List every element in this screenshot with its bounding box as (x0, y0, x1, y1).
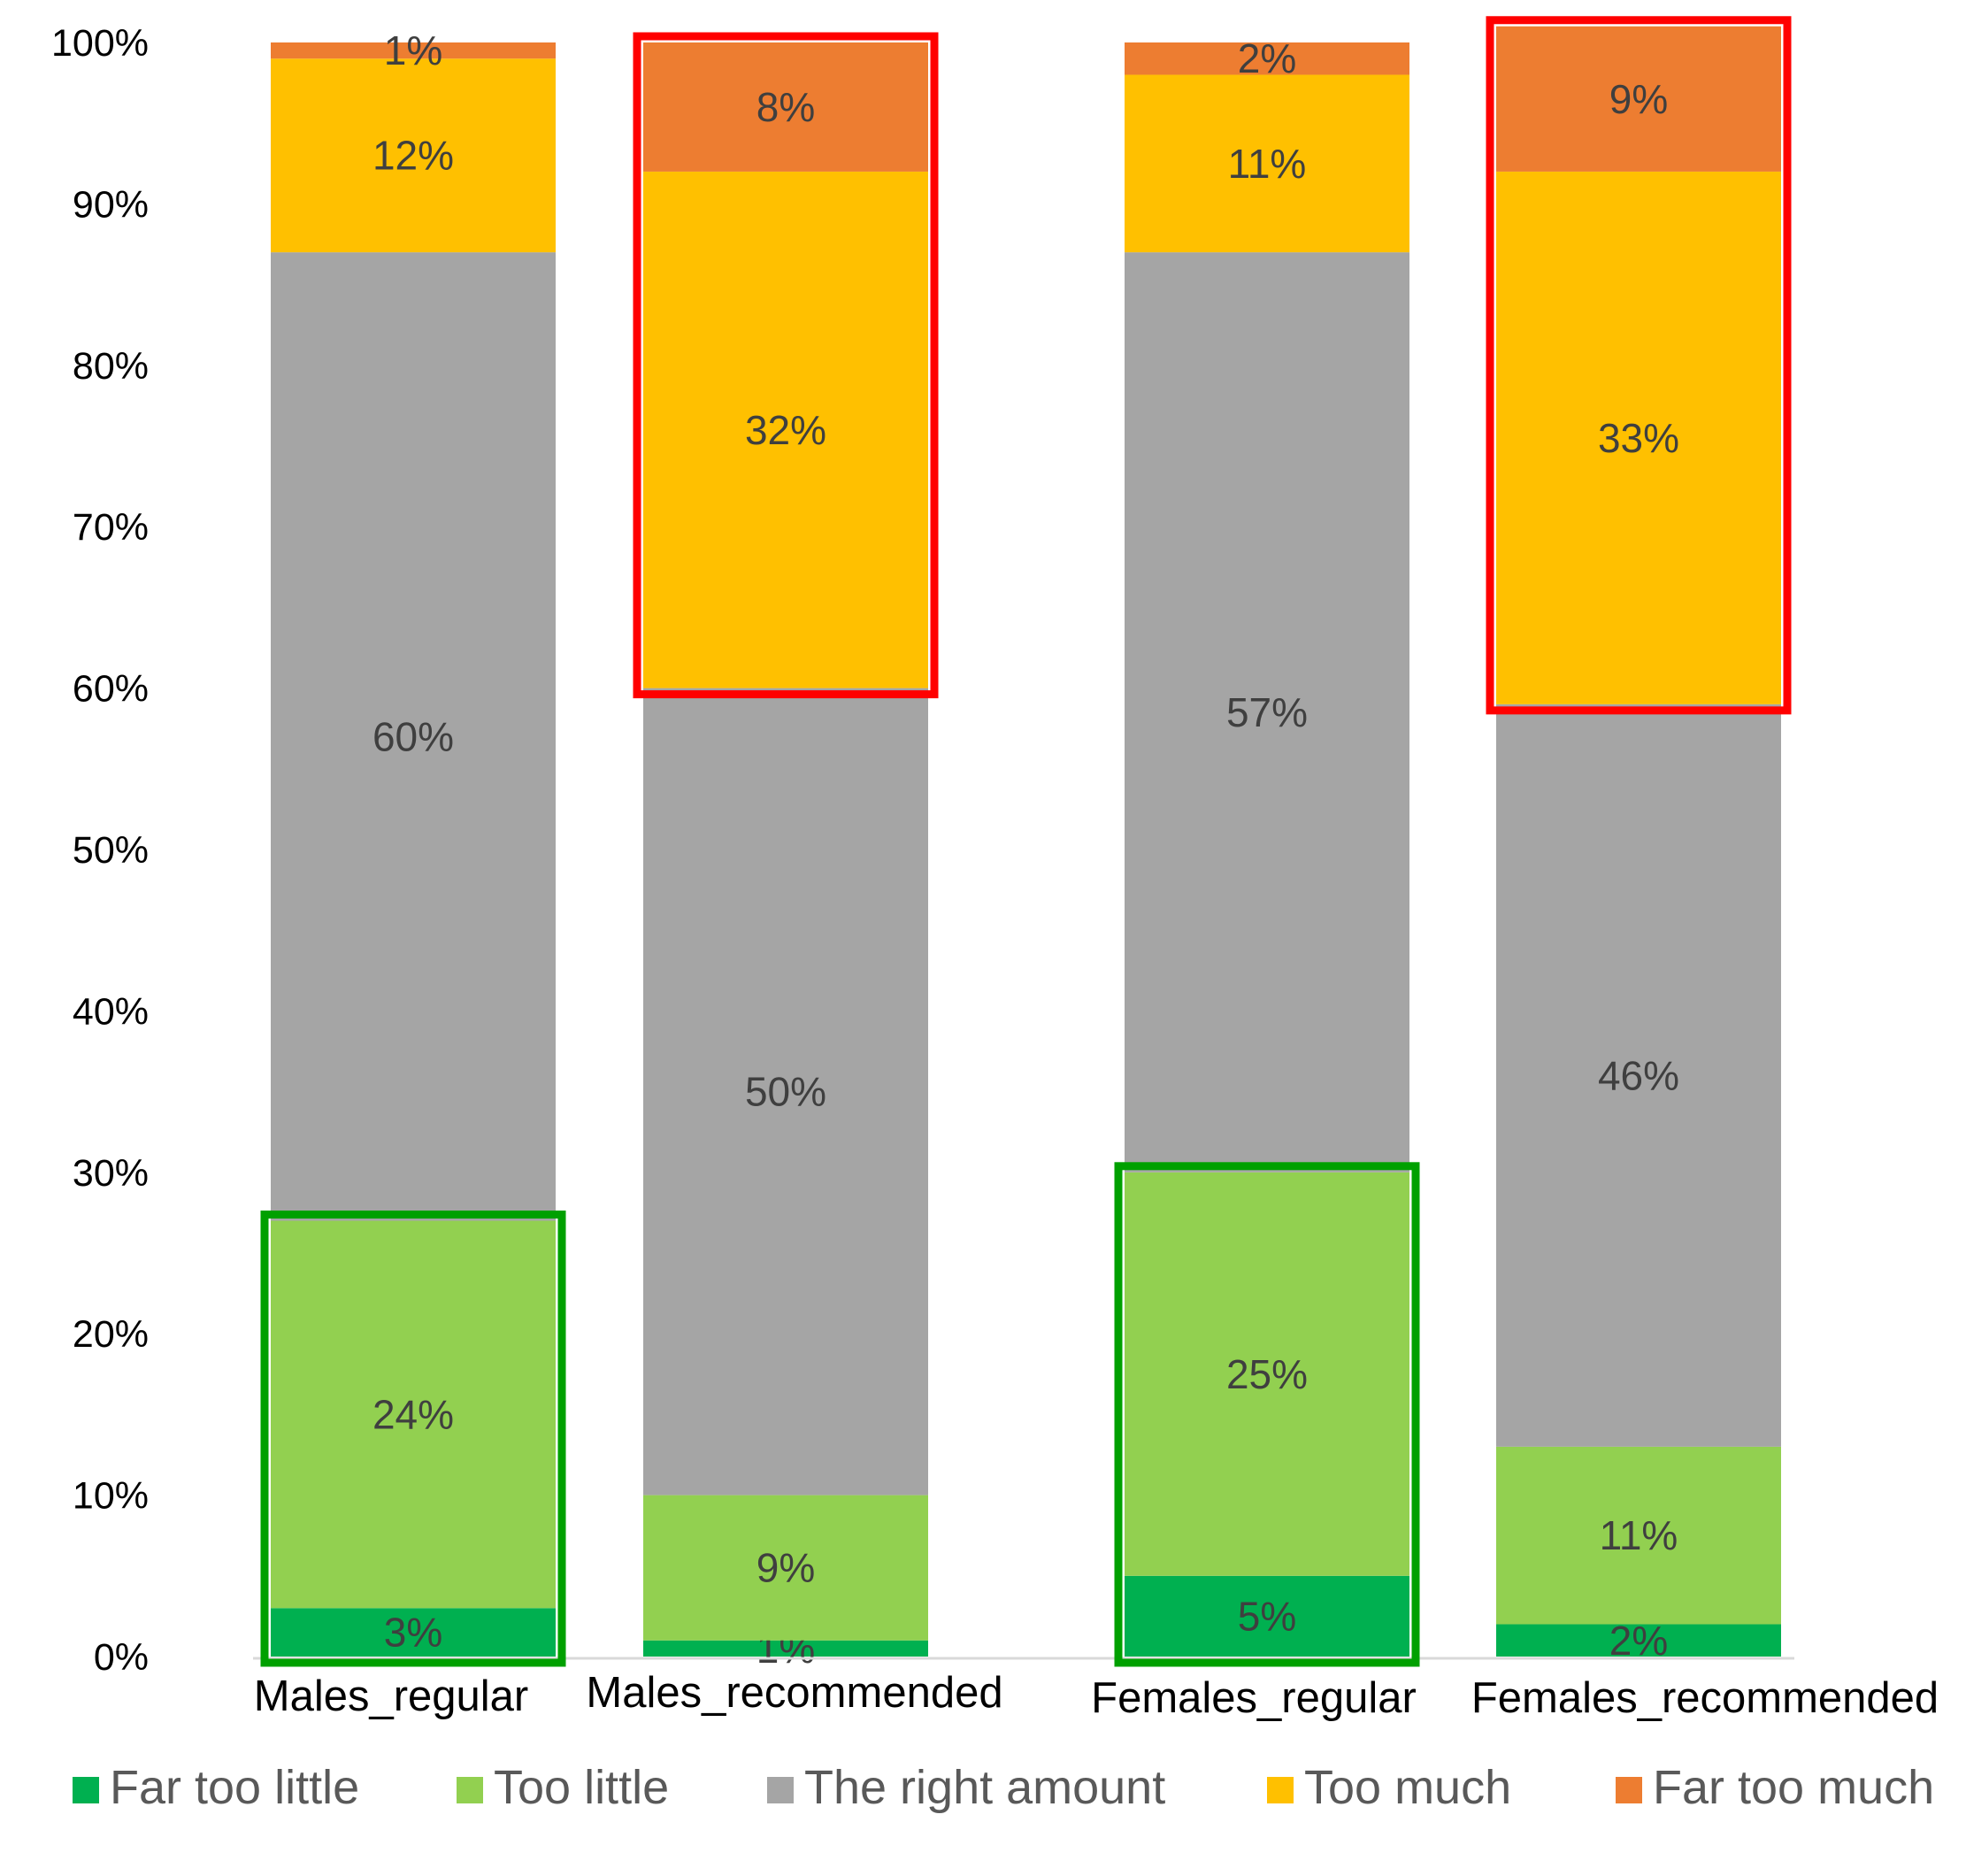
legend-swatch (457, 1777, 483, 1803)
legend-swatch (1616, 1777, 1642, 1803)
y-tick-label: 60% (73, 668, 149, 711)
data-label: 3% (384, 1610, 442, 1656)
data-label: 12% (372, 133, 454, 179)
y-tick-label: 10% (73, 1475, 149, 1518)
category-label: Males_regular (254, 1672, 529, 1720)
data-label: 32% (745, 407, 826, 453)
y-tick-label: 30% (73, 1152, 149, 1195)
bar-segment (1496, 171, 1781, 704)
bar-segment (1496, 26, 1781, 172)
bar-segment (271, 42, 556, 59)
bar-segment (271, 58, 556, 253)
legend-item: Far too much (1616, 1761, 1934, 1814)
bar-segment (1125, 1575, 1409, 1657)
x-axis: Males_regular Males_recommended Females_re… (254, 1669, 1939, 1722)
data-label: 50% (745, 1069, 826, 1115)
bars: 3%24%60%12%1%1%9%50%32%8%5%25%57%11%2%2%… (271, 26, 1781, 1672)
y-tick-label: 50% (73, 829, 149, 872)
legend-label: Too little (494, 1761, 669, 1814)
data-label: 11% (1600, 1512, 1678, 1558)
data-label: 8% (756, 84, 815, 130)
bar-segment (1125, 42, 1409, 75)
legend-item: Too little (457, 1761, 669, 1814)
data-label: 1% (384, 27, 442, 73)
y-tick-label: 100% (51, 22, 149, 65)
y-axis: 0% 10% 20% 30% 40% 50% 60% 70% 80% 90% 100% (51, 22, 149, 1679)
y-tick-label: 0% (94, 1636, 149, 1679)
highlight-box (1486, 16, 1792, 715)
data-label: 57% (1226, 689, 1308, 735)
legend-item: Too much (1267, 1761, 1511, 1814)
bar-segment (271, 252, 556, 1221)
bar-segment (643, 1640, 928, 1657)
bar-segment (643, 171, 928, 688)
category-label: Females_regular (1091, 1674, 1417, 1722)
bar-segment (1496, 1446, 1781, 1625)
bar-segment (1496, 704, 1781, 1447)
legend-swatch (73, 1777, 99, 1803)
highlight-box (1114, 1162, 1420, 1667)
highlight-box (260, 1211, 566, 1667)
bar-segment (271, 1608, 556, 1657)
bar-segment (1125, 1172, 1409, 1576)
bar-segment (1125, 252, 1409, 1172)
highlight-box (633, 32, 939, 699)
legend-item: Far too little (73, 1761, 359, 1814)
bar-segment (643, 688, 928, 1495)
legend-item: The right amount (767, 1761, 1165, 1814)
data-label: 5% (1238, 1593, 1296, 1639)
data-label: 11% (1228, 141, 1307, 187)
y-tick-label: 70% (73, 506, 149, 549)
data-label: 2% (1609, 1618, 1668, 1664)
bar-segment (643, 42, 928, 172)
legend-swatch (1267, 1777, 1294, 1803)
category-label: Females_recommended (1471, 1674, 1939, 1722)
data-label: 2% (1238, 35, 1296, 81)
data-label: 25% (1226, 1351, 1308, 1397)
data-label: 9% (1609, 76, 1668, 122)
y-tick-label: 90% (73, 183, 149, 226)
data-label: 24% (372, 1391, 454, 1437)
legend-label: Too much (1304, 1761, 1511, 1814)
data-label: 60% (372, 713, 454, 759)
data-label: 9% (756, 1545, 815, 1591)
category-label: Males_recommended (586, 1669, 1002, 1717)
data-label: 33% (1598, 415, 1679, 461)
legend-label: Far too little (110, 1761, 359, 1814)
legend-swatch (767, 1777, 794, 1803)
bar-segment (271, 1220, 556, 1609)
bar-segment (1125, 74, 1409, 253)
y-tick-label: 80% (73, 345, 149, 388)
legend: Far too little Too little The right amount… (73, 1761, 1934, 1814)
bar-segment (643, 1495, 928, 1641)
legend-label: Far too much (1653, 1761, 1934, 1814)
y-tick-label: 40% (73, 990, 149, 1033)
y-tick-label: 20% (73, 1313, 149, 1356)
bar-segment (1496, 1624, 1781, 1657)
data-label: 46% (1598, 1052, 1679, 1098)
legend-label: The right amount (804, 1761, 1165, 1814)
highlight-boxes (260, 16, 1792, 1667)
